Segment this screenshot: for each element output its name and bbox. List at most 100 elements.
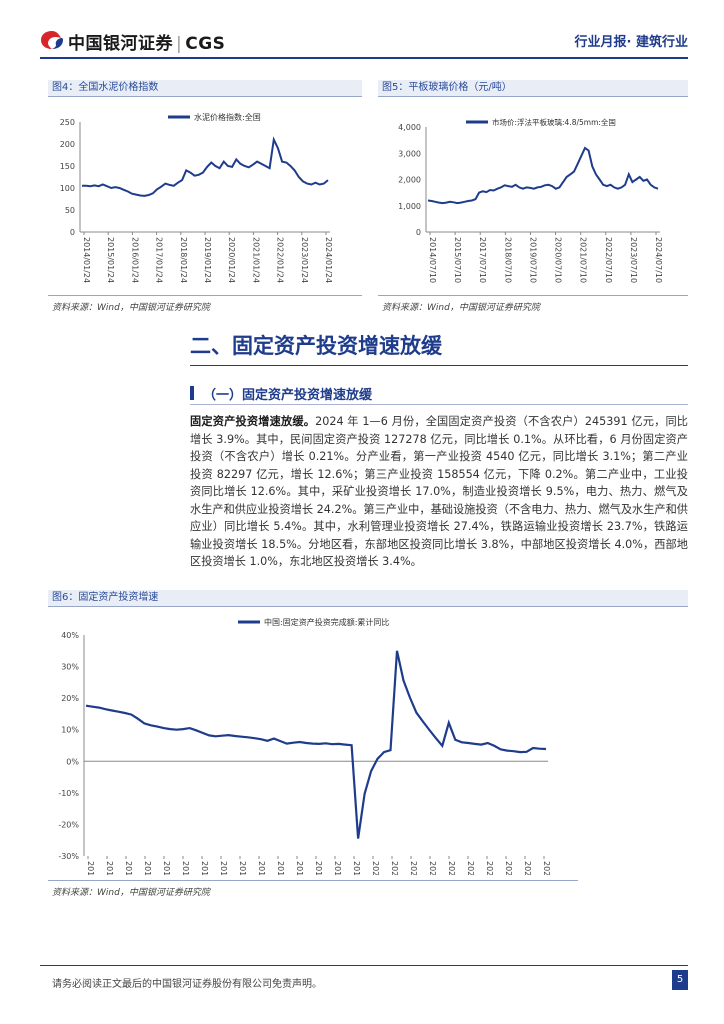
figure6-x-tick-label: 2022-06	[466, 861, 475, 875]
figure5-x-tick-label: 2019/07/10	[528, 237, 537, 283]
figure5-y-tick-label: 2,000	[398, 176, 421, 185]
figure6-bottom-rule	[48, 880, 578, 881]
figure4-legend-label: 水泥价格指数:全国	[194, 112, 261, 122]
figure5-x-tick-label: 2024/07/10	[654, 237, 663, 283]
figure6-caption: 图6：固定资产投资增速	[48, 590, 688, 606]
figure4-y-tick-label: 50	[65, 206, 75, 215]
brand-name: 中国银河证券 | CGS	[68, 29, 225, 54]
figure5-chart: 4,000 3,000 2,000 1,000 0 2014/07/10 2015/07/1…	[398, 117, 663, 283]
figure6-y-tick-label: -10%	[58, 789, 79, 798]
figure6-y-tick-label: 10%	[61, 726, 79, 735]
figure6-x-tick-label: 2023-04	[504, 861, 513, 875]
paragraph-body: 2024 年 1—6 月份，全国固定资产投资（不含农户）245391 亿元，同比…	[190, 415, 688, 568]
figure4-top-rule	[48, 96, 362, 97]
figure4-x-tick-label: 2020/01/24	[227, 237, 236, 283]
figure6-source: 资料来源：Wind，中国银河证券研究院	[52, 888, 210, 898]
figure6-x-tick-label: 2015-05	[143, 861, 152, 875]
figure5-bottom-rule	[378, 295, 688, 296]
page-number: 5	[672, 970, 688, 990]
figure6-x-tick-label: 2016-08	[200, 861, 209, 875]
figure6-x-tick-label: 2019-02	[314, 861, 323, 875]
figure6-y-tick-label: -30%	[58, 852, 79, 861]
figure6-legend-label: 中国:固定资产投资完成额:累计同比	[264, 617, 389, 627]
figure5-y-tick-label: 1,000	[398, 202, 421, 211]
figure4-y-tick-label: 250	[60, 118, 75, 127]
figure4-x-tick-label: 2021/01/24	[251, 237, 260, 283]
figure6-top-rule	[48, 606, 688, 607]
figure6-x-tick-label: 2017-01	[219, 861, 228, 875]
figure6-x-tick-label: 2021-03	[409, 861, 418, 875]
figure4-x-tick-label: 2015/01/24	[106, 237, 115, 283]
brand-name-en: CGS	[185, 34, 226, 54]
brand-name-cn: 中国银河证券	[68, 34, 173, 54]
figure6-x-tick-label: 2020-10	[390, 861, 399, 875]
figure4-y-tick-label: 0	[70, 228, 75, 237]
figure5-x-tick-label: 2018/07/10	[503, 237, 512, 283]
figure6-x-tick-label: 2019-12	[352, 861, 361, 875]
footer-divider	[40, 965, 688, 966]
figure4-series-line	[82, 136, 329, 197]
figure4-x-tick-label: 2014/01/24	[82, 237, 91, 283]
report-type: 行业月报· 建筑行业	[574, 35, 688, 50]
figure4-y-tick-label: 150	[60, 162, 75, 171]
figure6-x-tick-label: 2022-01	[447, 861, 456, 875]
figure4-x-tick-label: 2024/01/24	[324, 237, 333, 283]
figure6-y-tick-label: 0%	[66, 757, 79, 766]
brand-separator: |	[176, 34, 183, 54]
figure4-y-tick-label: 100	[60, 184, 75, 193]
figure6-x-tick-label: 2014-12	[124, 861, 133, 875]
figure6-x-tick-label: 2015-10	[162, 861, 171, 875]
figure5-x-tick-label: 2015/07/10	[453, 237, 462, 283]
figure4-caption: 图4：全国水泥价格指数	[48, 80, 362, 96]
paragraph-lead: 固定资产投资增速放缓。	[190, 415, 316, 428]
figure5-x-tick-label: 2014/07/10	[428, 237, 437, 283]
figure5-x-tick-label: 2017/07/10	[478, 237, 487, 283]
figure5-legend-label: 市场价:浮法平板玻璃:4.8/5mm:全国	[492, 117, 616, 127]
figure6-x-tick-label: 2014-07	[105, 861, 114, 875]
footer-disclaimer: 请务必阅读正文最后的中国银河证券股份有限公司免责声明。	[52, 979, 322, 990]
figure4-x-tick-label: 2022/01/24	[276, 237, 285, 283]
subsection-title: （一）固定资产投资增速放缓	[203, 388, 373, 403]
figure4-x-tick-label: 2019/01/24	[203, 237, 212, 283]
figure4-chart: 250 200 150 100 50 0 2014/01/24 2015/01/24 2016/…	[60, 112, 333, 283]
figure5-top-rule	[378, 96, 688, 97]
figure6-x-tick-label: 2014-02	[86, 861, 95, 875]
section-title-rule	[190, 365, 688, 366]
figure6-x-tick-label: 2017-06	[238, 861, 247, 875]
figure6-x-tick-label: 2023-09	[523, 861, 532, 875]
figure6-x-tick-label: 2020-05	[371, 861, 380, 875]
body-paragraph: 固定资产投资增速放缓。2024 年 1—6 月份，全国固定资产投资（不含农户）2…	[190, 413, 688, 571]
figure4-x-tick-label: 2017/01/24	[155, 237, 164, 283]
subsection-marker	[190, 386, 194, 400]
figure5-x-tick-label: 2022/07/10	[604, 237, 613, 283]
figure6-chart: 40% 30% 20% 10% 0% -10% -20% -30% 2014-02 2014-07…	[58, 617, 551, 875]
figure4-bottom-rule	[48, 295, 362, 296]
figure4-x-tick-label: 2016/01/24	[130, 237, 139, 283]
figure5-caption: 图5：平板玻璃价格（元/吨）	[378, 80, 688, 96]
section-title: 二、固定资产投资增速放缓	[190, 334, 442, 358]
figure6-x-tick-label: 2019-07	[333, 861, 342, 875]
header-divider	[40, 57, 688, 59]
figure6-series-line	[85, 650, 547, 839]
figure6-y-tick-label: -20%	[58, 820, 79, 829]
figure6-x-tick-label: 2018-04	[276, 861, 285, 875]
figure4-y-tick-label: 200	[60, 140, 75, 149]
figure5-y-tick-label: 0	[416, 228, 421, 237]
brand-logo-icon	[41, 31, 63, 49]
figure6-x-tick-label: 2021-08	[428, 861, 437, 875]
figure5-y-tick-label: 3,000	[398, 149, 421, 158]
figure6-x-tick-label: 2022-11	[485, 861, 494, 875]
figure6-x-tick-label: 2018-09	[295, 861, 304, 875]
figure4-x-tick-label: 2023/01/24	[300, 237, 309, 283]
figure5-y-tick-label: 4,000	[398, 123, 421, 132]
figure5-x-tick-label: 2020/07/10	[554, 237, 563, 283]
figure5-series-line	[427, 146, 659, 205]
figure5-source: 资料来源：Wind，中国银河证券研究院	[382, 303, 540, 313]
figure6-x-tick-label: 2024-02	[542, 861, 551, 875]
figure6-y-tick-label: 40%	[61, 631, 79, 640]
figure6-x-tick-label: 2016-03	[181, 861, 190, 875]
figure4-source: 资料来源：Wind，中国银河证券研究院	[52, 303, 210, 313]
figure4-x-tick-label: 2018/01/24	[179, 237, 188, 283]
figure6-y-tick-label: 30%	[61, 663, 79, 672]
figure6-y-tick-label: 20%	[61, 694, 79, 703]
